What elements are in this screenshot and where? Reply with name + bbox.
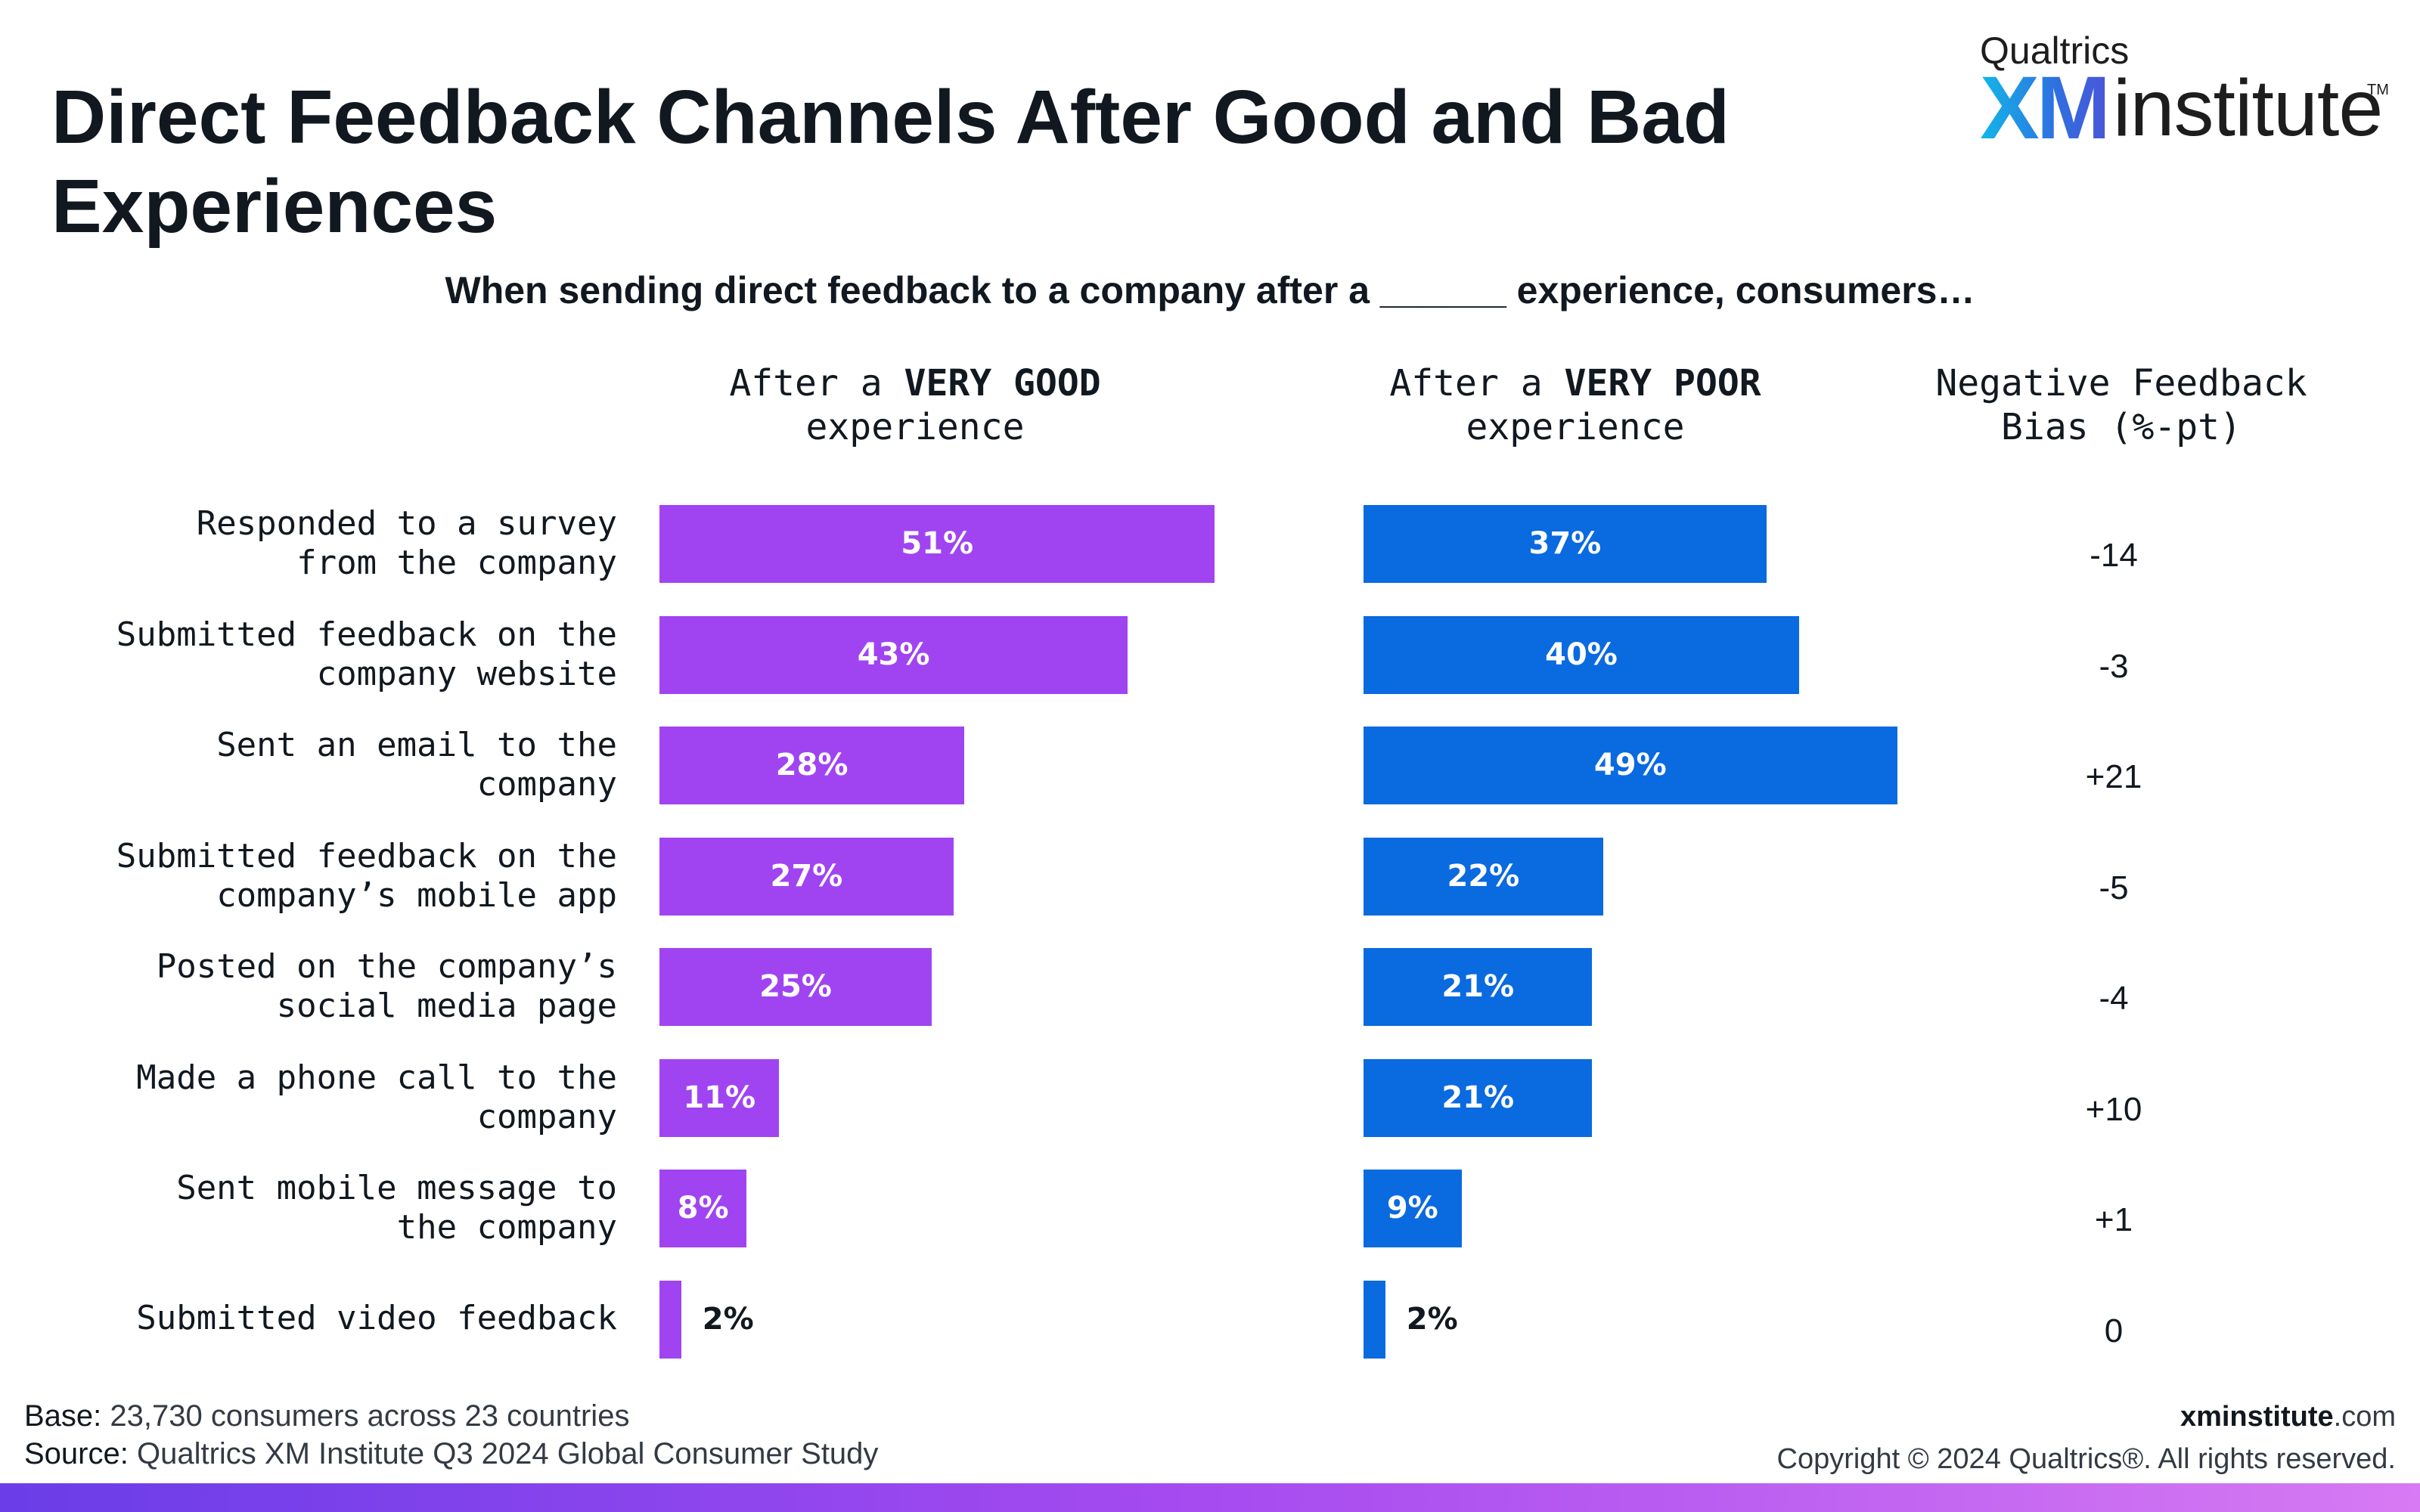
category-label-line: company’s mobile app — [216, 875, 617, 915]
value-label-poor: 40% — [1545, 637, 1618, 672]
category-label-line: Sent mobile message to — [176, 1169, 617, 1207]
column-header-poor-pre: After a — [1389, 362, 1565, 404]
column-header-poor-post: experience — [1466, 406, 1685, 448]
column-header-bias-line2: Bias (%-pt) — [2001, 406, 2242, 448]
value-label-good: 43% — [857, 637, 930, 672]
logo-xm-text: XM — [1980, 58, 2111, 158]
footer-notes: Base: 23,730 consumers across 23 countri… — [24, 1397, 878, 1473]
category-label: Sent mobile message to the company — [0, 1169, 617, 1247]
bar-poor — [1364, 1170, 1462, 1247]
column-header-good-post: experience — [805, 406, 1025, 448]
bias-value: -14 — [2090, 537, 2138, 574]
footer-base: Base: 23,730 consumers across 23 countri… — [24, 1397, 878, 1435]
bar-poor — [1364, 505, 1767, 583]
value-label-poor: 21% — [1441, 969, 1515, 1004]
category-label-line: company website — [316, 654, 617, 693]
category-label-line: from the company — [296, 544, 617, 582]
feedback-channels-chart: Responded to a survey from the company 51%… — [0, 504, 2142, 1359]
category-label-line: Responded to a survey — [196, 504, 617, 543]
bias-value: +1 — [2094, 1201, 2133, 1238]
bias-value: +10 — [2085, 1090, 2142, 1128]
category-label-line: company — [476, 765, 617, 804]
bar-poor — [1364, 727, 1897, 804]
bar-poor — [1364, 837, 1603, 916]
bottom-gradient-band — [0, 1483, 2420, 1512]
column-header-good-pre: After a — [729, 362, 904, 404]
category-label-line: Made a phone call to the — [136, 1058, 617, 1097]
value-label-good: 2% — [702, 1301, 754, 1337]
footer-site-bold: xminstitute — [2180, 1401, 2334, 1433]
category-label-line: company — [476, 1097, 617, 1136]
category-label: Sent an email to the company — [0, 726, 617, 804]
value-label-good: 28% — [775, 748, 849, 782]
footer-source-key: Source: — [24, 1437, 129, 1470]
category-label: Submitted video feedback — [0, 1299, 617, 1338]
category-label: Responded to a survey from the company — [0, 504, 617, 583]
page-title: Direct Feedback Channels After Good and … — [51, 75, 1730, 249]
bar-poor — [1364, 1058, 1593, 1137]
category-label: Posted on the company’s social media page — [0, 947, 617, 1026]
category-label-line: the company — [396, 1208, 617, 1247]
bar-good — [659, 1170, 747, 1247]
value-label-good: 11% — [683, 1080, 756, 1115]
bar-good — [659, 727, 965, 804]
footer-site-rest: .com — [2333, 1401, 2396, 1433]
bias-value: -3 — [2099, 647, 2129, 685]
footer-site: xminstitute.com — [1777, 1396, 2396, 1438]
bar-poor — [1364, 948, 1593, 1026]
category-label: Submitted feedback on the company website — [0, 615, 617, 694]
category-label: Made a phone call to the company — [0, 1058, 617, 1137]
footer-copyright: Copyright © 2024 Qualtrics®. All rights … — [1776, 1443, 2396, 1475]
logo-institute-text: institute — [2113, 64, 2383, 153]
value-label-good: 27% — [770, 858, 843, 894]
category-label-line: Sent an email to the — [216, 726, 617, 764]
category-label-line: Submitted feedback on the — [116, 615, 617, 654]
footer-base-value: 23,730 consumers across 23 countries — [101, 1399, 630, 1433]
bar-good — [659, 837, 954, 916]
bar-good — [659, 505, 1215, 583]
value-label-poor: 49% — [1593, 748, 1667, 782]
logo-qualtrics-text: Qualtrics — [1980, 29, 2130, 72]
footer-right: xminstitute.com Copyright © 2024 Qualtri… — [1777, 1396, 2396, 1480]
bias-value: 0 — [2104, 1312, 2124, 1349]
bar-poor — [1364, 1280, 1385, 1359]
bar-good — [659, 1058, 780, 1137]
value-label-poor: 21% — [1441, 1080, 1515, 1115]
category-label-line: Submitted video feedback — [136, 1298, 617, 1337]
bias-value: -4 — [2099, 980, 2129, 1017]
column-header-good-bold: VERY GOOD — [904, 362, 1101, 404]
bar-good — [659, 1280, 681, 1359]
value-label-poor: 9% — [1386, 1191, 1438, 1225]
value-label-poor: 37% — [1528, 526, 1602, 561]
bias-value: +21 — [2085, 758, 2142, 795]
column-header-bias: Negative Feedback Bias (%-pt) — [1876, 361, 2367, 449]
category-label-line: Posted on the company’s — [156, 947, 617, 986]
value-label-good: 51% — [901, 526, 974, 561]
bar-good — [659, 948, 932, 1026]
logo-trademark: TM — [2367, 82, 2389, 98]
column-header-very-poor: After a VERY POOR experience — [1326, 361, 1825, 449]
bar-poor — [1364, 615, 1799, 694]
column-header-very-good: After a VERY GOOD experience — [666, 361, 1165, 449]
bar-good — [659, 615, 1128, 694]
category-label-line: social media page — [276, 987, 617, 1025]
value-label-good: 25% — [759, 969, 832, 1004]
value-label-good: 8% — [677, 1191, 729, 1225]
xm-institute-logo: Qualtrics XM institute TM — [1980, 29, 2389, 158]
value-label-poor: 2% — [1406, 1301, 1458, 1337]
footer-source-value: Qualtrics XM Institute Q3 2024 Global Co… — [128, 1437, 879, 1470]
column-header-bias-line1: Negative Feedback — [1935, 362, 2307, 404]
column-header-poor-bold: VERY POOR — [1564, 362, 1761, 404]
footer-source: Source: Qualtrics XM Institute Q3 2024 G… — [24, 1435, 878, 1473]
value-label-poor: 22% — [1447, 858, 1520, 894]
bias-value: -5 — [2099, 869, 2129, 906]
footer-base-key: Base: — [24, 1399, 102, 1433]
category-label-line: Submitted feedback on the — [116, 836, 617, 875]
chart-subtitle: When sending direct feedback to a compan… — [445, 269, 1975, 311]
category-label: Submitted feedback on the company’s mobil… — [0, 837, 617, 916]
